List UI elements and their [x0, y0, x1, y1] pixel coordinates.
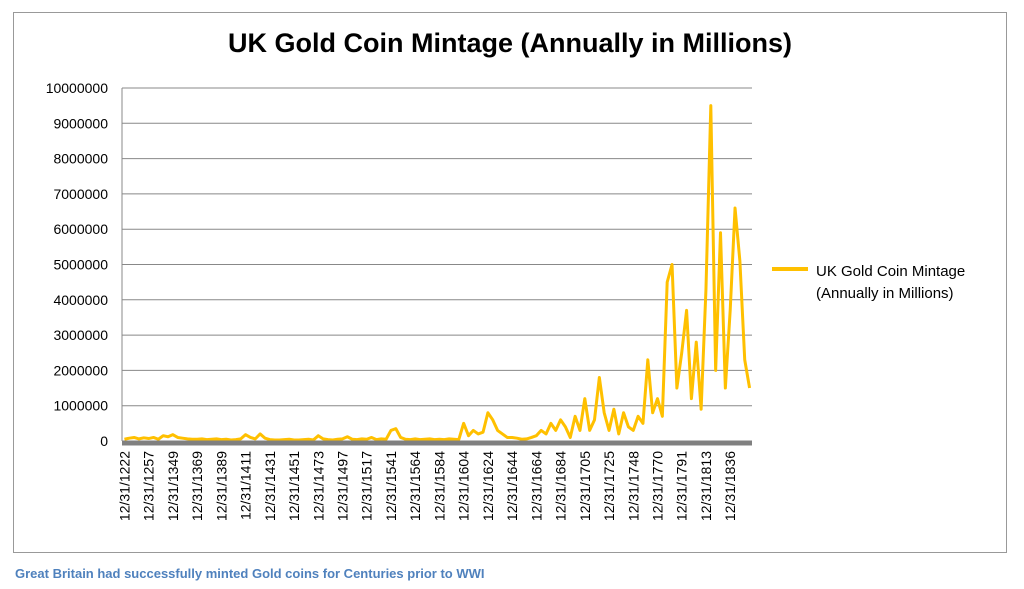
x-tick-label: 12/31/1684 [553, 451, 569, 521]
caption: Great Britain had successfully minted Go… [15, 566, 485, 581]
x-tick-label: 12/31/1705 [577, 451, 593, 521]
y-tick-label: 10000000 [46, 80, 109, 96]
x-tick-label: 12/31/1813 [698, 451, 714, 521]
x-tick-label: 12/31/1349 [165, 451, 181, 521]
data-line [124, 104, 752, 442]
y-tick-label: 6000000 [53, 221, 108, 237]
x-tick-label: 12/31/1411 [238, 451, 254, 520]
y-tick-label: 7000000 [53, 186, 108, 202]
x-tick-label: 12/31/1369 [189, 451, 205, 521]
x-tick-label: 12/31/1725 [601, 451, 617, 521]
legend-label: UK Gold Coin Mintage (Annually in Millio… [816, 263, 966, 302]
x-tick-label: 12/31/1770 [650, 451, 666, 521]
x-tick-label: 12/31/1564 [407, 451, 423, 521]
x-tick-label: 12/31/1451 [286, 451, 302, 521]
x-tick-label: 12/31/1389 [213, 451, 229, 521]
x-tick-label: 12/31/1541 [383, 451, 399, 521]
y-tick-label: 4000000 [53, 292, 108, 308]
x-tick-label: 12/31/1836 [722, 451, 738, 521]
chart: UK Gold Coin Mintage (Annually in Millio… [13, 12, 1007, 553]
x-tick-label: 12/31/1748 [625, 451, 641, 521]
y-tick-label: 0 [100, 433, 108, 449]
y-tick-label: 8000000 [53, 151, 108, 167]
x-tick-label: 12/31/1257 [141, 451, 157, 521]
x-tick-label: 12/31/1473 [310, 451, 326, 521]
x-tick-label: 12/31/1791 [674, 451, 690, 521]
x-tick-label: 12/31/1624 [480, 451, 496, 521]
x-tick-label: 12/31/1497 [335, 451, 351, 521]
x-tick-label: 12/31/1431 [262, 451, 278, 521]
y-tick-label: 9000000 [53, 115, 108, 131]
chart-title: UK Gold Coin Mintage (Annually in Millio… [228, 28, 792, 58]
x-tick-label: 12/31/1222 [116, 451, 132, 521]
x-tick-label: 12/31/1584 [431, 451, 447, 521]
x-tick-label: 12/31/1517 [359, 451, 375, 521]
x-tick-label: 12/31/1664 [528, 451, 544, 521]
y-tick-label: 1000000 [53, 398, 108, 414]
x-tick-label: 12/31/1604 [456, 451, 472, 521]
x-tick-label: 12/31/1644 [504, 451, 520, 521]
y-tick-label: 2000000 [53, 362, 108, 378]
y-tick-label: 5000000 [53, 257, 108, 273]
chart-frame [13, 12, 1007, 553]
y-tick-label: 3000000 [53, 327, 108, 343]
